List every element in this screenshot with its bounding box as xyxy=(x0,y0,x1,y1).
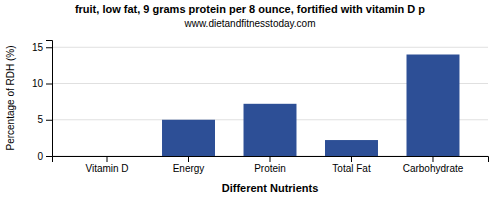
x-tick: Vitamin D xyxy=(85,156,128,174)
y-axis-title: Percentage of RDH (%) xyxy=(5,45,16,150)
x-tick: Energy xyxy=(173,156,205,174)
bar xyxy=(244,104,297,156)
y-tick-mark xyxy=(46,84,52,85)
x-tick-mark xyxy=(351,156,352,162)
x-axis: Vitamin D Energy Protein Total Fat Carbohydr… xyxy=(53,156,489,174)
y-tick-mark xyxy=(46,47,52,48)
y-tick: 0 xyxy=(37,151,52,162)
y-tick: 15 xyxy=(32,42,52,53)
x-tick-label: Protein xyxy=(254,163,286,174)
chart-container: fruit, low fat, 9 grams protein per 8 ou… xyxy=(0,0,500,200)
bar xyxy=(325,140,378,156)
x-tick: Total Fat xyxy=(332,156,371,174)
x-tick-mark xyxy=(270,156,271,162)
y-tick-label: 10 xyxy=(32,78,44,89)
x-tick-mark xyxy=(107,156,108,162)
x-axis-line xyxy=(53,157,489,163)
x-tick-label: Carbohydrate xyxy=(403,163,464,174)
bars xyxy=(162,55,459,157)
bar xyxy=(162,120,215,156)
y-tick: 10 xyxy=(32,78,52,89)
y-tick-label: 5 xyxy=(37,114,43,125)
grid xyxy=(52,47,488,156)
x-tick-mark xyxy=(188,156,189,162)
y-tick-mark xyxy=(46,156,52,157)
grid-line xyxy=(52,47,488,48)
x-tick: Carbohydrate xyxy=(403,156,464,174)
subtitle: www.dietandfitnesstoday.com xyxy=(184,18,316,29)
bar xyxy=(81,156,134,157)
y-tick-label: 15 xyxy=(32,42,44,53)
plot: 0 5 10 15 Vitamin D Energy Protein Total Fat Car… xyxy=(32,41,489,175)
x-tick-label: Total Fat xyxy=(332,163,371,174)
x-tick-label: Vitamin D xyxy=(85,163,128,174)
y-axis-line xyxy=(46,41,53,157)
chart-svg: fruit, low fat, 9 grams protein per 8 ou… xyxy=(0,0,500,200)
title: fruit, low fat, 9 grams protein per 8 ou… xyxy=(75,3,425,15)
y-axis: 0 5 10 15 xyxy=(32,41,53,162)
x-tick-label: Energy xyxy=(173,163,205,174)
y-tick-mark xyxy=(46,120,52,121)
x-axis-title: Different Nutrients xyxy=(222,182,319,194)
bar xyxy=(407,55,460,157)
y-tick: 5 xyxy=(37,114,52,125)
y-tick-label: 0 xyxy=(37,151,43,162)
x-tick-mark xyxy=(432,156,433,162)
x-tick: Protein xyxy=(254,156,286,174)
